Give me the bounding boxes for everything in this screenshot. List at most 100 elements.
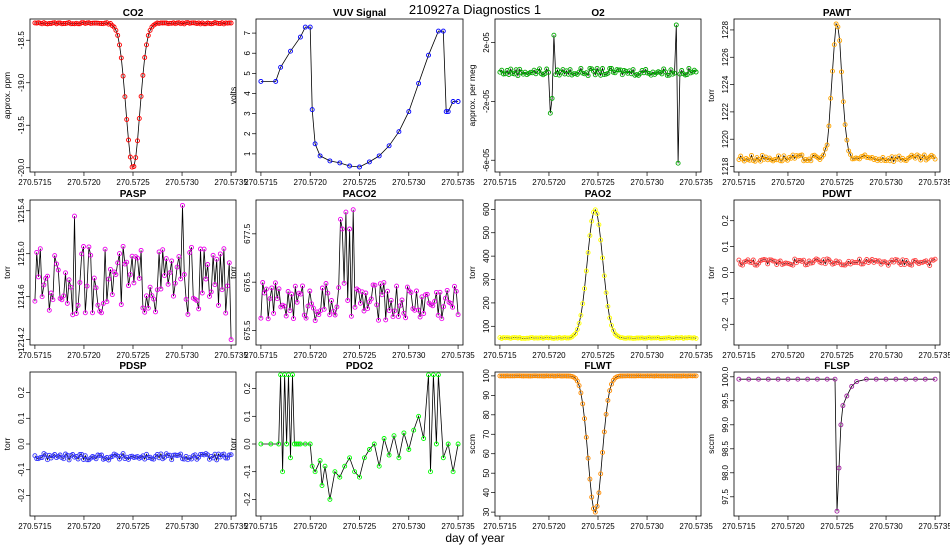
data-point — [127, 272, 133, 278]
x-tick-label: 270.5730 — [165, 351, 199, 360]
x-tick-label: 270.5715 — [722, 522, 756, 531]
x-tick-label: 270.5735 — [214, 178, 248, 187]
data-point — [404, 284, 410, 290]
data-point — [196, 306, 202, 312]
panel-title: PAO2 — [585, 189, 612, 200]
data-point — [317, 458, 323, 464]
series — [258, 24, 461, 170]
data-point — [106, 276, 112, 282]
x-tick-label: 270.5715 — [18, 178, 52, 187]
x-tick-label: 270.5730 — [392, 522, 426, 531]
y-tick-label: 676.5 — [243, 272, 252, 293]
data-point — [158, 286, 164, 292]
data-point — [775, 376, 781, 382]
data-point — [592, 72, 598, 78]
data-point — [686, 65, 692, 71]
data-point — [551, 32, 557, 38]
data-point — [357, 164, 362, 170]
data-point — [187, 250, 193, 255]
data-point — [332, 312, 338, 318]
x-tick-label: 270.5715 — [483, 522, 517, 531]
data-point — [32, 298, 38, 304]
data-point — [433, 441, 439, 447]
data-point — [322, 463, 328, 469]
data-point — [605, 397, 611, 403]
y-axis-label: torr — [467, 266, 477, 279]
data-point — [765, 376, 771, 382]
series-line — [260, 26, 459, 168]
data-point — [280, 469, 286, 475]
data-point — [283, 313, 289, 319]
data-point — [265, 316, 271, 322]
data-point — [194, 298, 200, 304]
data-point — [55, 267, 61, 273]
data-point — [430, 303, 436, 309]
data-point — [178, 276, 184, 282]
y-tick-label: 6 — [243, 50, 252, 55]
data-point — [455, 441, 461, 447]
y-tick-label: 1218 — [721, 157, 730, 175]
data-point — [276, 441, 282, 447]
data-point — [450, 304, 456, 310]
data-point — [309, 463, 315, 469]
data-point — [392, 308, 398, 314]
data-point — [151, 296, 157, 302]
data-point — [199, 290, 205, 296]
data-point — [337, 160, 343, 166]
data-point — [585, 455, 591, 461]
panel-co2: CO2 270.5715 270.5720 270.5725 270.5730 270.5… — [2, 8, 248, 187]
panel-pao2: PAO2 270.5715 270.5720 270.5725 270.5730 270.… — [467, 189, 713, 360]
y-axis-label: sccm — [467, 434, 477, 454]
data-point — [258, 78, 264, 84]
y-tick-label: -19.0 — [17, 73, 26, 92]
data-point — [163, 256, 169, 262]
x-tick-label: 270.5735 — [918, 178, 950, 187]
x-tick-label: 270.5720 — [771, 351, 805, 360]
data-point — [442, 295, 448, 301]
data-point — [822, 146, 828, 152]
data-point — [693, 335, 699, 341]
data-point — [171, 293, 176, 299]
data-point — [135, 255, 140, 261]
data-point — [303, 315, 309, 321]
data-point — [609, 66, 614, 71]
y-tick-label: 400 — [482, 249, 491, 263]
data-point — [115, 32, 121, 38]
data-point — [411, 427, 417, 433]
x-tick-label: 270.5715 — [722, 351, 756, 360]
panel-pdwt: PDWT 270.5715 270.5720 270.5725 270.5730 270.… — [706, 189, 950, 360]
x-tick-label: 270.5715 — [244, 351, 278, 360]
x-tick-label: 270.5725 — [343, 351, 377, 360]
data-point — [50, 297, 56, 303]
x-tick-label: 270.5730 — [630, 351, 664, 360]
data-point — [41, 282, 47, 288]
data-point — [399, 297, 405, 303]
data-point — [372, 282, 378, 288]
data-point — [444, 287, 450, 293]
data-point — [416, 413, 422, 419]
data-point — [426, 52, 431, 58]
data-point — [172, 280, 178, 286]
y-tick-label: 2e-05 — [482, 32, 491, 53]
data-point — [343, 209, 349, 215]
data-point — [555, 67, 560, 73]
series — [736, 376, 938, 514]
data-point — [441, 304, 447, 310]
data-point — [609, 381, 614, 387]
data-point — [144, 42, 149, 48]
data-point — [120, 73, 126, 79]
data-point — [203, 276, 209, 282]
series-line — [738, 378, 936, 512]
data-point — [156, 249, 162, 255]
data-point — [605, 70, 611, 76]
data-point — [118, 55, 124, 61]
y-tick-label: 1 — [243, 151, 252, 156]
data-point — [263, 286, 269, 292]
data-point — [37, 455, 43, 461]
data-point — [379, 292, 385, 298]
panel-title: CO2 — [123, 8, 144, 19]
x-tick-label: 270.5720 — [67, 351, 101, 360]
data-point — [601, 429, 607, 435]
data-point — [921, 152, 927, 158]
x-tick-label: 270.5720 — [532, 178, 566, 187]
